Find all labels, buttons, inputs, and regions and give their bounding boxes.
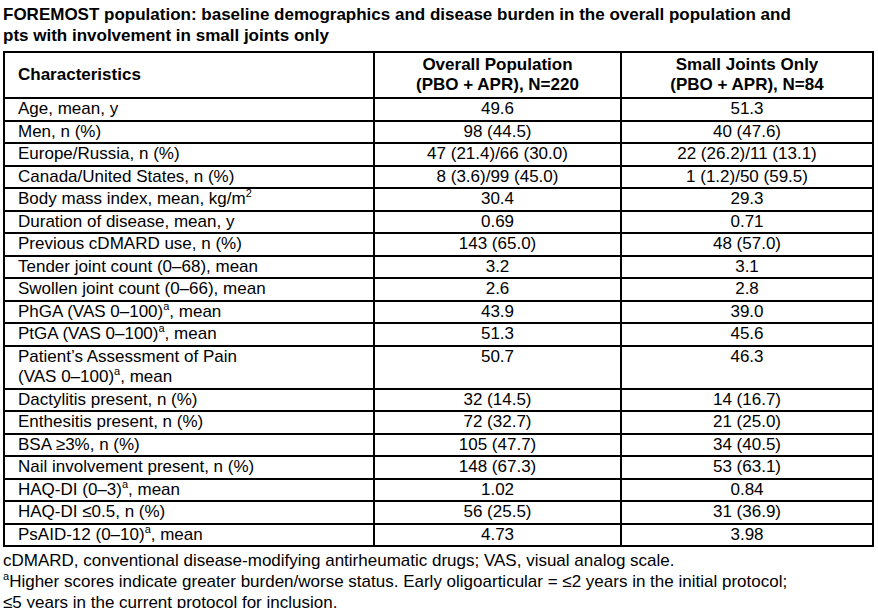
characteristic-cell: PhGA (VAS 0–100)a, mean <box>4 301 374 324</box>
table-row: Enthesitis present, n (%)72 (32.7)21 (25… <box>4 411 873 434</box>
table-row: Nail involvement present, n (%)148 (67.3… <box>4 456 873 479</box>
overall-population-value-cell: 50.7 <box>374 346 621 389</box>
paper-table-panel: FOREMOST population: baseline demographi… <box>0 0 878 608</box>
overall-population-value-cell: 32 (14.5) <box>374 389 621 412</box>
characteristic-cell: Previous cDMARD use, n (%) <box>4 233 374 256</box>
table-body: Age, mean, y49.651.3Men, n (%)98 (44.5)4… <box>4 98 873 546</box>
overall-population-value-cell: 1.02 <box>374 479 621 502</box>
small-joints-value-cell: 48 (57.0) <box>621 233 873 256</box>
table-row: Men, n (%)98 (44.5)40 (47.6) <box>4 121 873 144</box>
overall-population-value-cell: 0.69 <box>374 211 621 234</box>
overall-population-value-cell: 30.4 <box>374 188 621 211</box>
characteristic-cell: HAQ-DI ≤0.5, n (%) <box>4 501 374 524</box>
overall-population-value-cell: 47 (21.4)/66 (30.0) <box>374 143 621 166</box>
characteristic-cell: Patient’s Assessment of Pain (VAS 0–100)… <box>4 346 374 389</box>
small-joints-value-cell: 14 (16.7) <box>621 389 873 412</box>
footnote-line: aHigher scores indicate greater burden/w… <box>3 571 875 608</box>
characteristic-cell: Duration of disease, mean, y <box>4 211 374 234</box>
characteristic-cell: PtGA (VAS 0–100)a, mean <box>4 323 374 346</box>
characteristic-cell: HAQ-DI (0–3)a, mean <box>4 479 374 502</box>
table-row: Tender joint count (0–68), mean3.23.1 <box>4 256 873 279</box>
overall-population-value-cell: 49.6 <box>374 98 621 121</box>
characteristic-cell: Dactylitis present, n (%) <box>4 389 374 412</box>
characteristic-cell: Enthesitis present, n (%) <box>4 411 374 434</box>
small-joints-value-cell: 3.98 <box>621 524 873 547</box>
header-row: Characteristics Overall Population (PBO … <box>4 52 873 98</box>
small-joints-value-cell: 21 (25.0) <box>621 411 873 434</box>
overall-population-value-cell: 2.6 <box>374 278 621 301</box>
footnote-line: cDMARD, conventional disease-modifying a… <box>3 550 875 571</box>
footnotes: cDMARD, conventional disease-modifying a… <box>3 550 875 608</box>
small-joints-value-cell: 3.1 <box>621 256 873 279</box>
table-row: Previous cDMARD use, n (%)143 (65.0)48 (… <box>4 233 873 256</box>
small-joints-value-cell: 46.3 <box>621 346 873 389</box>
small-joints-value-cell: 45.6 <box>621 323 873 346</box>
small-joints-value-cell: 51.3 <box>621 98 873 121</box>
small-joints-value-cell: 0.84 <box>621 479 873 502</box>
characteristic-cell: Age, mean, y <box>4 98 374 121</box>
table-row: Age, mean, y49.651.3 <box>4 98 873 121</box>
characteristic-cell: Europe/Russia, n (%) <box>4 143 374 166</box>
small-joints-value-cell: 34 (40.5) <box>621 434 873 457</box>
small-joints-value-cell: 39.0 <box>621 301 873 324</box>
table-row: Body mass index, mean, kg/m230.429.3 <box>4 188 873 211</box>
table-row: PsAID-12 (0–10)a, mean4.733.98 <box>4 524 873 547</box>
column-header-characteristics: Characteristics <box>4 52 374 98</box>
table-title-line1: FOREMOST population: baseline demographi… <box>3 4 875 25</box>
small-joints-value-cell: 2.8 <box>621 278 873 301</box>
overall-population-value-cell: 105 (47.7) <box>374 434 621 457</box>
characteristic-cell: BSA ≥3%, n (%) <box>4 434 374 457</box>
overall-population-value-cell: 148 (67.3) <box>374 456 621 479</box>
table-row: PtGA (VAS 0–100)a, mean51.345.6 <box>4 323 873 346</box>
table-row: Dactylitis present, n (%)32 (14.5)14 (16… <box>4 389 873 412</box>
characteristic-cell: Body mass index, mean, kg/m2 <box>4 188 374 211</box>
small-joints-value-cell: 53 (63.1) <box>621 456 873 479</box>
small-joints-value-cell: 1 (1.2)/50 (59.5) <box>621 166 873 189</box>
characteristic-cell: Men, n (%) <box>4 121 374 144</box>
table-title-line2: pts with involvement in small joints onl… <box>3 25 875 46</box>
table-row: Canada/United States, n (%)8 (3.6)/99 (4… <box>4 166 873 189</box>
overall-population-value-cell: 3.2 <box>374 256 621 279</box>
small-joints-value-cell: 22 (26.2)/11 (13.1) <box>621 143 873 166</box>
small-joints-value-cell: 29.3 <box>621 188 873 211</box>
table-row: Patient’s Assessment of Pain (VAS 0–100)… <box>4 346 873 389</box>
overall-population-value-cell: 8 (3.6)/99 (45.0) <box>374 166 621 189</box>
overall-population-value-cell: 4.73 <box>374 524 621 547</box>
characteristic-cell: Swollen joint count (0–66), mean <box>4 278 374 301</box>
characteristic-cell: Nail involvement present, n (%) <box>4 456 374 479</box>
table-row: BSA ≥3%, n (%)105 (47.7)34 (40.5) <box>4 434 873 457</box>
characteristic-cell: PsAID-12 (0–10)a, mean <box>4 524 374 547</box>
small-joints-value-cell: 31 (36.9) <box>621 501 873 524</box>
table-row: Swollen joint count (0–66), mean2.62.8 <box>4 278 873 301</box>
table-row: HAQ-DI ≤0.5, n (%)56 (25.5)31 (36.9) <box>4 501 873 524</box>
small-joints-value-cell: 40 (47.6) <box>621 121 873 144</box>
demographics-table: Characteristics Overall Population (PBO … <box>3 51 874 547</box>
table-title: FOREMOST population: baseline demographi… <box>3 4 875 46</box>
characteristic-cell: Tender joint count (0–68), mean <box>4 256 374 279</box>
table-row: Europe/Russia, n (%)47 (21.4)/66 (30.0)2… <box>4 143 873 166</box>
overall-population-value-cell: 72 (32.7) <box>374 411 621 434</box>
overall-population-value-cell: 56 (25.5) <box>374 501 621 524</box>
overall-population-value-cell: 43.9 <box>374 301 621 324</box>
table-row: HAQ-DI (0–3)a, mean1.020.84 <box>4 479 873 502</box>
column-header-overall-population: Overall Population (PBO + APR), N=220 <box>374 52 621 98</box>
column-header-small-joints-only: Small Joints Only (PBO + APR), N=84 <box>621 52 873 98</box>
small-joints-value-cell: 0.71 <box>621 211 873 234</box>
characteristic-cell: Canada/United States, n (%) <box>4 166 374 189</box>
overall-population-value-cell: 51.3 <box>374 323 621 346</box>
table-row: PhGA (VAS 0–100)a, mean43.939.0 <box>4 301 873 324</box>
overall-population-value-cell: 143 (65.0) <box>374 233 621 256</box>
overall-population-value-cell: 98 (44.5) <box>374 121 621 144</box>
table-row: Duration of disease, mean, y0.690.71 <box>4 211 873 234</box>
